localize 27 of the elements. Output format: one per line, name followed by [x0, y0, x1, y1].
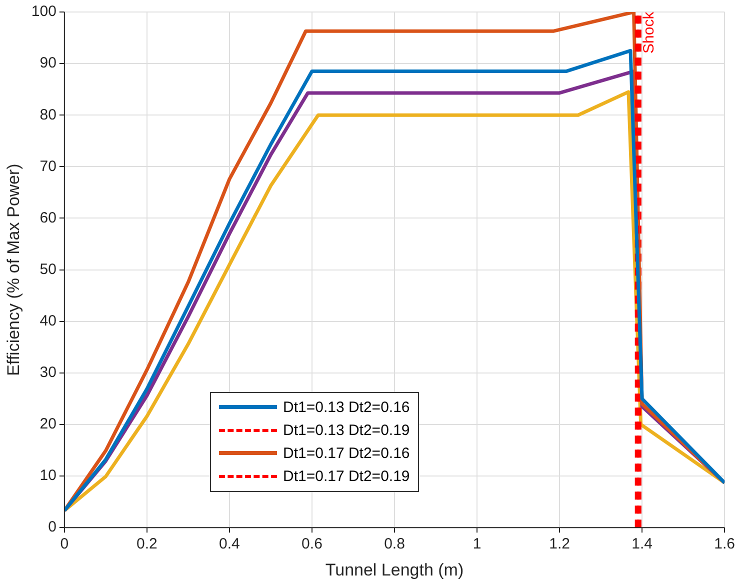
x-tick-label: 1.4 [632, 536, 652, 553]
x-tick-label: 0.2 [136, 536, 158, 553]
legend-label: Dt1=0.17 Dt2=0.16 [283, 444, 410, 462]
y-tick-label: 30 [40, 364, 56, 382]
y-tick-label: 10 [40, 467, 56, 484]
y-axis-title: Efficiency (% of Max Power) [4, 164, 23, 376]
x-tick-label: 1 [472, 536, 482, 553]
y-tick-label: 100 [31, 3, 56, 20]
x-tick-label: 1.2 [549, 536, 570, 553]
x-tick-label: 0.8 [384, 536, 405, 553]
annotation: Shock [640, 11, 658, 54]
x-tick-label: 0 [60, 536, 69, 553]
x-tick-label: 1.6 [714, 536, 736, 553]
x-tick-label: 0.4 [219, 536, 240, 553]
x-axis-title: Tunnel Length (m) [325, 560, 464, 580]
y-tick-label: 80 [40, 106, 56, 124]
y-tick-label: 40 [40, 312, 56, 330]
y-tick-label: 60 [40, 209, 56, 226]
y-tick-label: 0 [48, 518, 56, 536]
x-tick-label: 0.6 [302, 536, 322, 553]
legend-label: Dt1=0.13 Dt2=0.16 [283, 398, 410, 416]
legend-label: Dt1=0.17 Dt2=0.19 [283, 468, 410, 485]
y-tick-label: 70 [40, 158, 56, 175]
y-tick-label: 90 [40, 54, 56, 72]
y-tick-label: 50 [40, 260, 56, 278]
legend-label: Dt1=0.13 Dt2=0.19 [283, 422, 410, 439]
y-tick-label: 20 [40, 416, 56, 433]
